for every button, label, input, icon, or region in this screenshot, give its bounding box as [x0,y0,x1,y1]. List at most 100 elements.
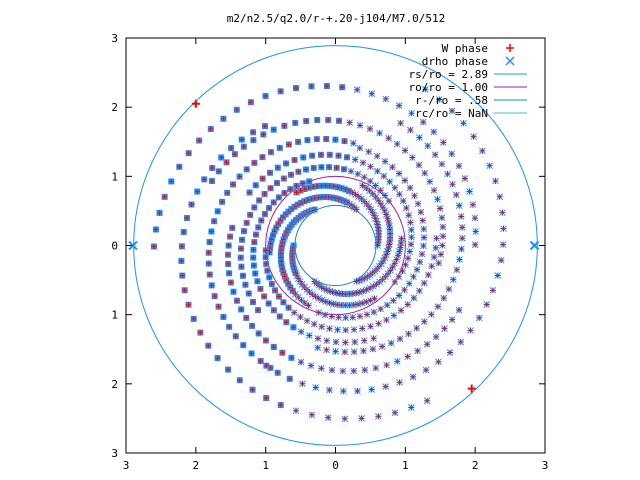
data-point [333,164,340,171]
data-point [270,199,277,206]
data-point [341,415,349,423]
w-phase-marker [467,384,476,393]
data-point [470,133,477,141]
data-point [382,383,390,390]
data-point [335,314,342,321]
data-point [385,197,393,205]
data-point [391,184,399,192]
data-point [376,129,383,137]
data-point [326,151,333,158]
data-point [283,319,290,326]
data-point [214,208,221,215]
data-point [257,285,264,292]
data-point [325,116,332,123]
data-point [261,210,268,217]
data-point [339,84,346,91]
data-point [391,409,399,417]
data-point [150,243,157,250]
data-point [377,305,385,313]
data-point [243,219,250,226]
data-point [458,224,466,231]
data-point [430,253,438,261]
data-point [295,138,302,145]
data-point [321,311,329,319]
data-point [372,182,380,189]
data-point [224,251,231,258]
data-point [305,302,312,309]
data-point [346,119,354,126]
data-point [489,286,497,294]
data-point [208,178,215,185]
data-point [405,211,413,219]
y-tick-label: 3 [111,447,118,460]
data-point [334,326,341,334]
data-point [238,306,245,313]
data-point [276,313,283,320]
data-point [341,348,349,356]
data-point [255,224,262,231]
data-point [227,279,234,286]
data-point [457,213,465,220]
data-point [310,320,318,328]
data-point [380,172,388,180]
data-point [283,160,290,167]
data-point [281,189,288,196]
data-point [360,347,367,355]
data-point [420,225,428,233]
data-point [314,344,322,352]
data-point [262,247,269,254]
data-point [402,261,409,269]
data-point [303,166,310,173]
data-point [358,325,366,332]
data-point [356,312,364,320]
data-point [272,287,279,294]
data-point [368,386,375,393]
data-point [375,413,382,420]
data-point [270,343,277,350]
data-point [315,309,323,316]
data-point [218,154,225,161]
data-point [341,339,349,346]
data-point [277,402,284,409]
data-point [237,254,244,261]
data-point [397,307,405,314]
data-point [194,188,201,195]
data-point [414,200,422,208]
data-point [180,228,187,235]
data-point [405,280,413,287]
data-point [372,364,380,372]
data-point [318,164,325,171]
data-point [372,193,379,201]
data-point [292,119,299,126]
legend-entry: ro/ro = 1.00 [409,81,527,94]
data-point [238,263,245,270]
data-point [261,293,268,300]
data-point [264,267,271,274]
data-point [407,404,415,411]
data-point [391,278,399,286]
data-point [309,291,316,298]
data-point [434,303,442,310]
data-point [223,159,230,166]
data-point [215,168,222,175]
data-point [421,169,429,177]
data-point [288,354,295,361]
legend-label: ro/ro = 1.00 [409,81,488,94]
data-point [255,307,262,314]
data-point [369,345,377,353]
data-point [317,365,325,372]
data-point [248,350,255,357]
data-point [318,323,326,331]
data-point [383,316,390,324]
data-point [423,397,431,405]
data-point [339,387,347,395]
data-point [413,324,421,332]
data-point [347,167,355,175]
data-point [387,339,395,347]
data-point [449,276,457,284]
data-point [432,333,440,341]
data-point [359,159,367,167]
data-point [420,279,428,287]
data-point [381,254,389,262]
